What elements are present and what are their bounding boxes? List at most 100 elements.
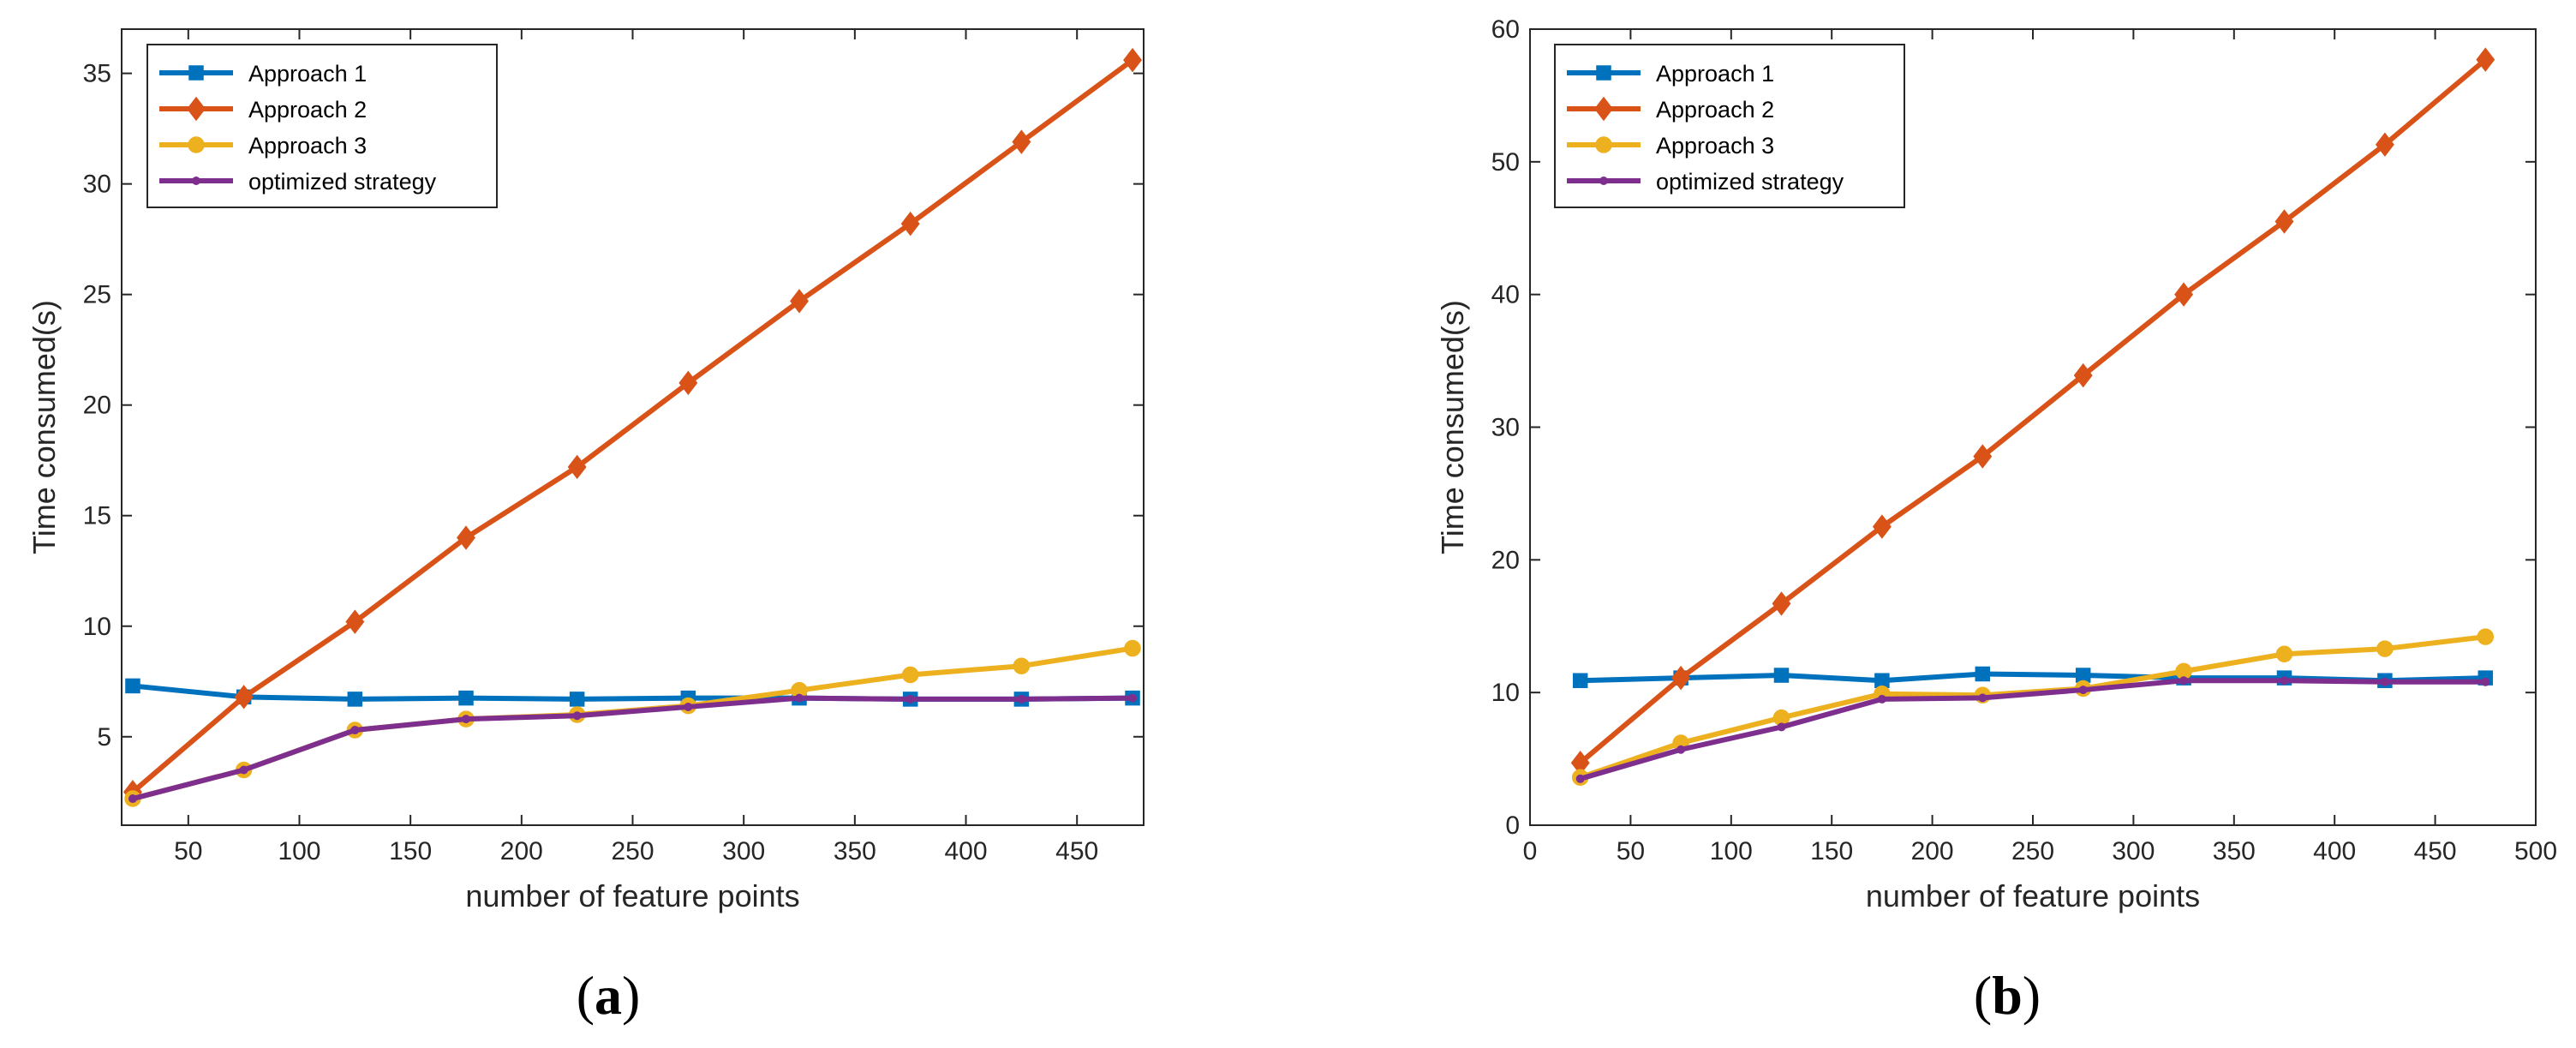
legend-entry: Approach 1 [1567,61,1774,87]
data-point [905,694,915,704]
x-tick-label: 400 [2313,837,2356,865]
caption-letter: b [1992,965,2023,1026]
x-tick-label: 250 [611,837,654,865]
x-tick-label: 450 [1055,837,1098,865]
y-axis-label: Time consumed(s) [1435,300,1470,554]
caption-letter: a [595,965,622,1026]
x-tick-label: 450 [2414,837,2457,865]
x-tick-label: 300 [722,837,765,865]
legend-label: Approach 1 [1656,61,1774,87]
y-tick-label: 30 [1491,414,1520,442]
x-tick-label: 100 [1710,837,1753,865]
y-tick-label: 0 [1505,811,1520,840]
data-point [900,211,920,237]
x-tick-label: 350 [2213,837,2256,865]
y-tick-label: 5 [97,723,111,752]
data-point [2078,686,2088,695]
data-point [458,690,474,706]
panel-caption: (b) [1974,965,2041,1026]
legend-entry: Approach 2 [1567,96,1774,123]
x-tick-label: 300 [2112,837,2155,865]
data-point [569,692,585,707]
legend-label: Approach 3 [1656,133,1774,159]
data-point [1124,639,1141,657]
data-point [2174,282,2194,307]
data-point [1017,694,1026,704]
legend-marker [188,65,204,81]
caption-close-paren: ) [2023,965,2041,1026]
y-tick-label: 20 [83,392,111,420]
legend-entry: Approach 1 [159,61,367,87]
data-point [1012,129,1031,154]
legend-entry: optimized strategy [159,169,437,195]
x-axis-label: number of feature points [1866,878,2200,913]
x-tick-label: 50 [174,837,202,865]
data-point [1572,673,1588,688]
data-point [901,666,919,684]
caption-close-paren: ) [622,965,640,1026]
x-tick-label: 50 [1617,837,1645,865]
data-point [2274,209,2294,234]
data-point [2380,677,2389,686]
legend-marker [192,177,200,185]
data-point [1773,668,1790,683]
x-tick-label: 250 [2011,837,2054,865]
y-tick-label: 10 [83,613,111,641]
data-point [345,609,365,634]
legend-marker [188,136,205,153]
legend-marker [1595,136,1612,153]
y-tick-label: 30 [83,171,111,199]
x-tick-label: 500 [2514,837,2557,865]
chart-panel-b: 0 50 100 150 200 250 300 350 400 450 500 0 10 20 30 40 5… [1435,15,2557,1026]
series-optimized-strategy [128,693,1138,804]
y-tick-label: 35 [83,60,111,88]
data-point [2477,628,2495,645]
legend: Approach 1 Approach 2 Approach 3 optimized … [1554,44,1905,208]
data-point [239,765,248,775]
data-point [795,693,804,703]
data-point [2476,47,2495,72]
data-point [2179,676,2189,686]
data-point [350,726,360,735]
data-point [2275,645,2293,663]
data-point [678,370,698,396]
series-approach-2 [1570,47,2495,776]
data-point [684,702,693,711]
x-tick-label: 200 [500,837,543,865]
caption-open-paren: ( [1974,965,1992,1026]
data-point [1877,694,1886,704]
chart-panel-a: 50 100 150 200 250 300 350 400 450 5 10 15 20 25 30 35 n… [27,28,1145,1026]
data-point [2375,132,2394,157]
x-tick-label: 400 [944,837,987,865]
series-line [131,57,1134,794]
data-point [1978,693,1987,703]
y-tick-label: 40 [1491,281,1520,309]
data-point [1772,591,1791,616]
legend-label: Approach 3 [248,133,367,159]
y-tick-label: 25 [83,281,111,309]
x-tick-label: 350 [834,837,876,865]
y-tick-label: 10 [1491,679,1520,707]
series-approach-2 [123,47,1142,805]
data-point [1973,444,1993,469]
data-point [2280,676,2289,686]
legend-entry: Approach 3 [1567,133,1774,159]
data-point [1874,673,1890,688]
x-tick-label: 200 [1911,837,1954,865]
data-point [457,525,475,550]
y-tick-label: 50 [1491,148,1520,177]
data-point [1671,665,1691,691]
x-tick-label: 100 [278,837,320,865]
x-tick-label: 150 [1810,837,1853,865]
x-axis-label: number of feature points [465,878,799,913]
data-point [234,685,254,710]
y-tick-label: 15 [83,502,111,530]
data-point [1777,722,1786,732]
y-axis-label: Time consumed(s) [27,300,62,554]
data-point [1872,514,1892,539]
legend-label: optimized strategy [248,169,437,195]
legend-label: Approach 2 [1656,97,1774,123]
legend-marker [1599,177,1608,185]
legend-marker [1594,96,1613,122]
